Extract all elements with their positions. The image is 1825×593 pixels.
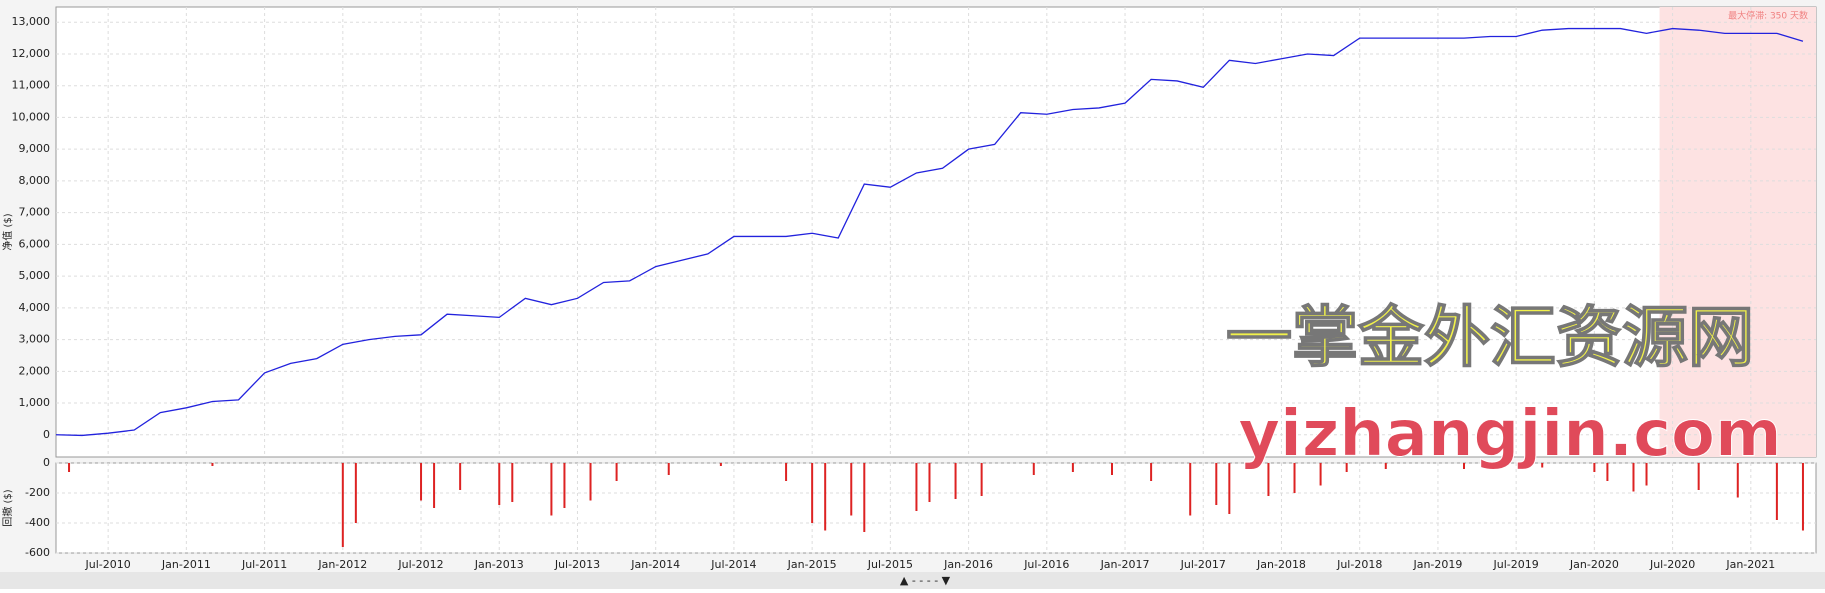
y-tick-label: 0	[43, 428, 50, 441]
x-tick-label: Jul-2019	[1493, 558, 1539, 571]
plot-area	[55, 6, 1817, 458]
drawdown-bar	[1345, 463, 1348, 472]
drawdown-bar	[811, 463, 814, 523]
drawdown-bar	[589, 463, 592, 501]
y-axis-label: 回撤 ($)	[1, 489, 14, 526]
status-bar	[0, 572, 1825, 589]
x-tick-label: Jul-2020	[1649, 558, 1695, 571]
drawdown-bar	[785, 463, 788, 481]
drawdown-bar	[1293, 463, 1296, 493]
drawdown-bar	[1606, 463, 1609, 481]
drawdown-bar	[459, 463, 462, 490]
drawdown-bar	[498, 463, 501, 505]
drawdown-bar	[550, 463, 553, 516]
y-tick-label: 4,000	[19, 301, 51, 314]
x-tick-label: Jan-2018	[1256, 558, 1306, 571]
drawdown-bar	[1593, 463, 1596, 472]
x-tick-label: Jan-2014	[630, 558, 680, 571]
drawdown-bar	[1645, 463, 1648, 486]
y-tick-label: 6,000	[19, 237, 51, 250]
drawdown-bar	[1801, 463, 1804, 531]
drawdown-bar	[980, 463, 983, 496]
drawdown-bar	[667, 463, 670, 475]
drawdown-bar	[1111, 463, 1113, 475]
drawdown-bar	[211, 463, 214, 466]
drawdown-bar	[1071, 463, 1074, 472]
drawdown-bar	[1267, 463, 1270, 496]
drawdown-bar	[433, 463, 436, 508]
drawdown-bar	[824, 463, 827, 531]
x-tick-label: Jul-2016	[1023, 558, 1069, 571]
drawdown-bar	[863, 463, 866, 532]
y-tick-label: -200	[25, 486, 50, 499]
x-tick-label: Jan-2019	[1412, 558, 1462, 571]
y-tick-label: -400	[25, 516, 50, 529]
x-tick-label: Jul-2011	[241, 558, 287, 571]
drawdown-bar	[511, 463, 514, 502]
drawdown-bar	[1215, 463, 1218, 505]
y-tick-label: 0	[43, 456, 50, 469]
y-axis-label: 净值 ($)	[1, 213, 14, 250]
x-tick-label: Jul-2018	[1336, 558, 1382, 571]
highlight-label: 最大停滞: 350 天数	[1728, 10, 1808, 22]
drawdown-bar	[1032, 463, 1035, 475]
y-tick-label: 13,000	[12, 15, 51, 28]
x-tick-label: Jul-2015	[867, 558, 913, 571]
x-tick-label: Jul-2017	[1180, 558, 1226, 571]
x-tick-label: Jan-2015	[787, 558, 837, 571]
drawdown-bar	[1319, 463, 1322, 486]
drawdown-bar	[1463, 463, 1465, 469]
drawdown-bar	[850, 463, 853, 516]
drawdown-bar	[420, 463, 423, 501]
x-tick-label: Jan-2012	[317, 558, 367, 571]
drawdown-bar	[68, 463, 71, 472]
y-tick-label: 5,000	[19, 269, 51, 282]
drawdown-bar	[1228, 463, 1231, 514]
drawdown-bar	[1384, 463, 1387, 469]
x-tick-label: Jul-2012	[397, 558, 443, 571]
drawdown-bar	[341, 463, 344, 547]
y-tick-label: 3,000	[19, 333, 51, 346]
x-tick-label: Jul-2013	[554, 558, 600, 571]
y-tick-label: 11,000	[12, 79, 51, 92]
x-tick-label: Jan-2016	[943, 558, 993, 571]
y-tick-label: -600	[25, 546, 50, 559]
drawdown-bar	[954, 463, 957, 499]
drawdown-bar	[1189, 463, 1192, 516]
splitter-handle[interactable]: ▲ - - - - ▼	[900, 574, 951, 587]
drawdown-bar	[1736, 463, 1739, 498]
drawdown-bar	[1697, 463, 1700, 490]
drawdown-bar	[1541, 463, 1544, 468]
x-tick-label: Jan-2013	[474, 558, 524, 571]
y-tick-label: 2,000	[19, 364, 51, 377]
x-tick-label: Jan-2011	[161, 558, 211, 571]
drawdown-bar	[563, 463, 566, 508]
x-tick-label: Jan-2021	[1725, 558, 1775, 571]
highlight-region	[1659, 7, 1816, 457]
drawdown-bar	[1150, 463, 1153, 481]
drawdown-bar	[354, 463, 357, 523]
x-tick-label: Jul-2014	[710, 558, 756, 571]
y-tick-label: 8,000	[19, 174, 51, 187]
drawdown-bar	[1775, 463, 1778, 520]
y-tick-label: 10,000	[12, 110, 51, 123]
x-tick-label: Jul-2010	[85, 558, 131, 571]
x-tick-label: Jan-2017	[1100, 558, 1150, 571]
equity-line	[55, 27, 1804, 437]
y-tick-label: 1,000	[19, 396, 51, 409]
drawdown-bar	[719, 463, 722, 466]
x-tick-label: Jan-2020	[1569, 558, 1619, 571]
y-tick-label: 7,000	[19, 206, 51, 219]
plot-area	[55, 462, 1817, 554]
y-tick-label: 9,000	[19, 142, 51, 155]
drawdown-bar	[915, 463, 918, 511]
watermark-title: 一掌金外汇资源网	[1226, 299, 1754, 376]
drawdown-bar	[928, 463, 931, 502]
drawdown-bar	[1632, 463, 1635, 492]
y-tick-label: 12,000	[12, 47, 51, 60]
drawdown-bar	[615, 463, 618, 481]
watermark-url: yizhangjin.com	[1238, 398, 1781, 472]
